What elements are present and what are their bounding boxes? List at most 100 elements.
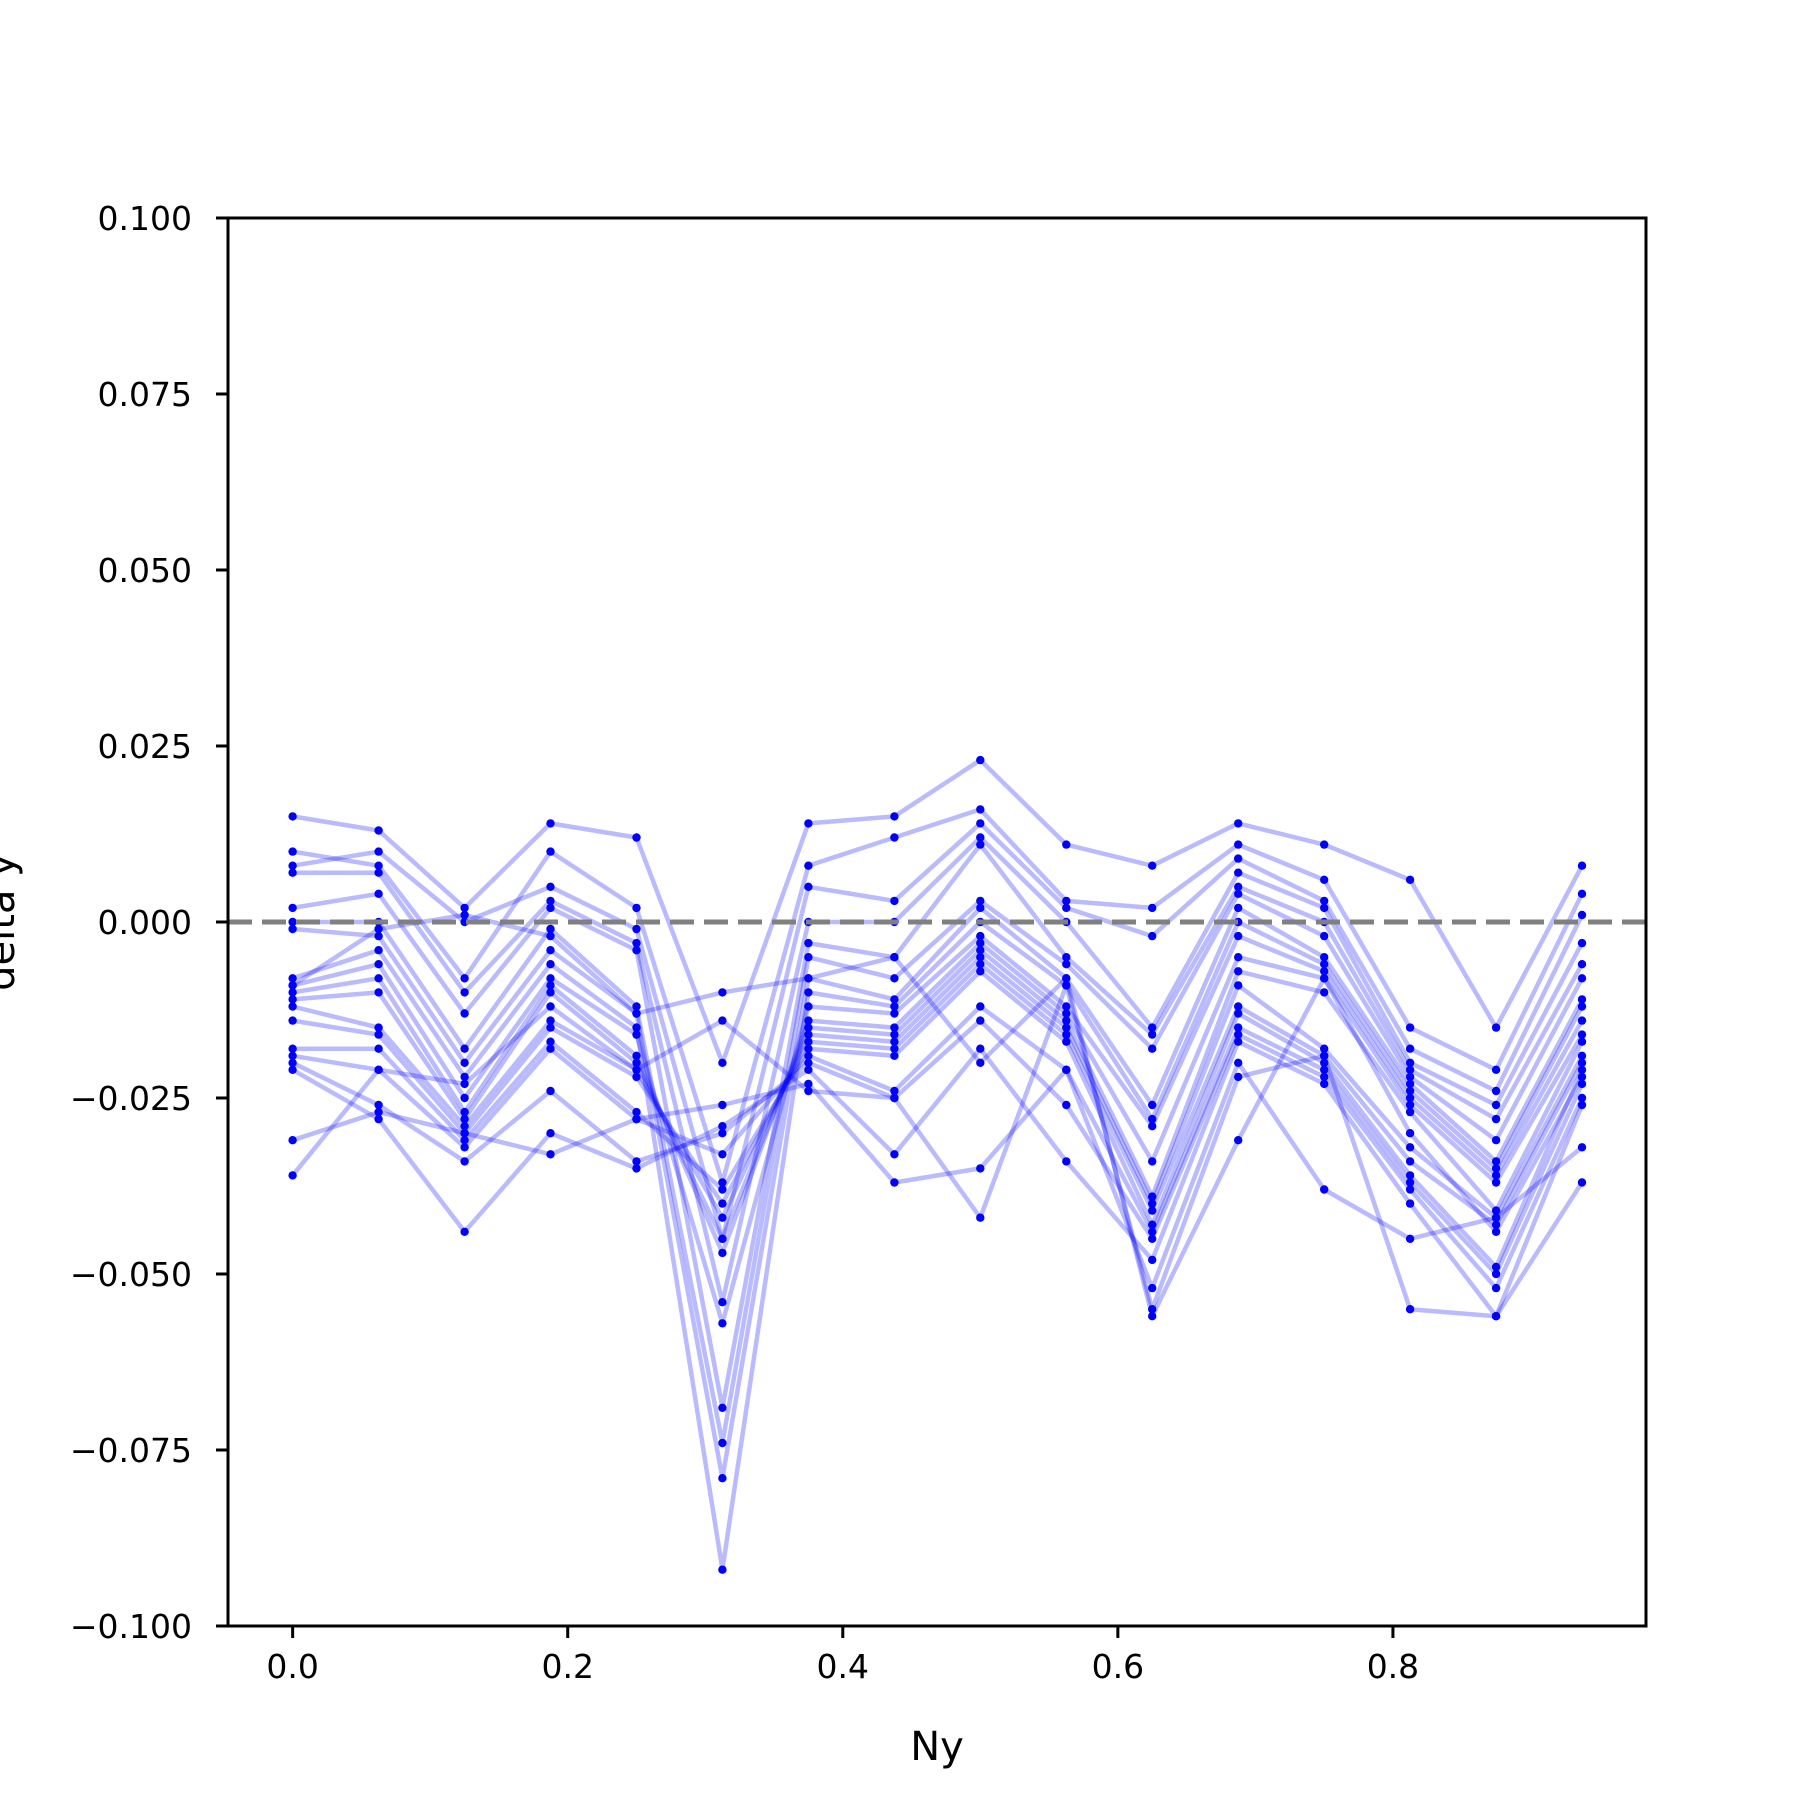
data-point bbox=[1234, 931, 1243, 941]
data-point bbox=[288, 1136, 297, 1145]
data-point bbox=[718, 1234, 727, 1244]
data-point bbox=[718, 1298, 727, 1307]
data-point bbox=[546, 1023, 555, 1032]
data-point bbox=[1405, 1023, 1415, 1032]
data-point bbox=[718, 1100, 727, 1110]
data-point bbox=[1320, 974, 1329, 983]
series-line bbox=[291, 1039, 1585, 1319]
data-point bbox=[1405, 1171, 1415, 1180]
data-point bbox=[1320, 1065, 1329, 1075]
data-point bbox=[804, 1037, 813, 1046]
data-point bbox=[460, 910, 469, 920]
data-point bbox=[632, 1030, 641, 1039]
y-tick-label: 0.000 bbox=[98, 903, 192, 942]
data-point bbox=[288, 924, 297, 934]
data-point bbox=[460, 1093, 469, 1103]
data-point bbox=[718, 1058, 727, 1068]
data-point bbox=[718, 988, 727, 997]
data-point bbox=[374, 931, 383, 941]
data-point bbox=[632, 938, 641, 948]
data-point bbox=[1577, 1079, 1587, 1089]
data-point bbox=[460, 1058, 469, 1068]
data-point bbox=[1405, 1086, 1415, 1096]
data-point bbox=[1062, 974, 1071, 983]
data-point bbox=[1577, 889, 1587, 898]
data-point bbox=[804, 1065, 813, 1075]
data-point bbox=[976, 960, 985, 969]
data-point bbox=[1491, 1136, 1501, 1145]
data-point bbox=[1320, 1044, 1329, 1053]
data-point bbox=[1062, 953, 1071, 962]
data-point bbox=[890, 1009, 899, 1018]
data-point bbox=[1062, 896, 1071, 906]
data-point bbox=[1491, 1283, 1501, 1293]
data-point bbox=[546, 1037, 555, 1046]
data-point bbox=[1405, 1185, 1415, 1194]
data-point bbox=[1062, 1016, 1071, 1025]
data-point bbox=[1577, 995, 1587, 1004]
data-point bbox=[718, 1474, 727, 1483]
data-point bbox=[546, 819, 555, 828]
data-point bbox=[374, 826, 383, 835]
data-point bbox=[1148, 1114, 1157, 1124]
series-line bbox=[292, 891, 1584, 1446]
data-point bbox=[1148, 1122, 1157, 1131]
data-point bbox=[288, 1065, 297, 1075]
data-point bbox=[976, 1213, 985, 1222]
x-tick-label: 0.4 bbox=[817, 1647, 869, 1686]
data-point bbox=[1148, 1206, 1157, 1215]
data-point bbox=[288, 847, 297, 856]
data-point bbox=[1062, 1100, 1071, 1110]
data-point bbox=[632, 1157, 641, 1166]
data-point bbox=[890, 1093, 899, 1103]
data-point bbox=[1577, 1072, 1587, 1082]
data-point bbox=[1405, 1058, 1415, 1068]
data-point bbox=[1405, 1044, 1415, 1053]
data-point bbox=[1577, 938, 1587, 948]
data-point bbox=[1405, 1079, 1415, 1089]
data-point bbox=[1491, 1164, 1501, 1173]
data-point bbox=[632, 1065, 641, 1075]
y-tick-label: 0.075 bbox=[98, 375, 192, 414]
data-point bbox=[718, 1213, 727, 1222]
data-point bbox=[1148, 1030, 1157, 1039]
data-point bbox=[1234, 1023, 1243, 1032]
data-point bbox=[1491, 1220, 1501, 1229]
data-point bbox=[632, 903, 641, 913]
data-point bbox=[1491, 1312, 1501, 1321]
data-point bbox=[546, 946, 555, 955]
series-line bbox=[292, 905, 1584, 1481]
data-point bbox=[1491, 1206, 1501, 1215]
data-point bbox=[1234, 1136, 1243, 1145]
data-point bbox=[718, 1248, 727, 1258]
data-point bbox=[1405, 1178, 1415, 1187]
data-point bbox=[804, 938, 813, 948]
data-point bbox=[976, 840, 985, 849]
data-point bbox=[1491, 1269, 1501, 1279]
data-point bbox=[632, 1023, 641, 1032]
data-point bbox=[890, 1051, 899, 1061]
data-point bbox=[288, 1171, 297, 1180]
data-point bbox=[1491, 1171, 1501, 1180]
data-point bbox=[1491, 1213, 1501, 1222]
data-point bbox=[1234, 840, 1243, 849]
data-point bbox=[374, 1023, 383, 1032]
series-line bbox=[291, 1018, 1585, 1291]
series-line bbox=[292, 757, 1584, 1066]
series-line bbox=[290, 983, 1584, 1319]
data-point bbox=[546, 981, 555, 990]
data-point bbox=[288, 812, 297, 821]
data-point bbox=[1062, 1030, 1071, 1039]
data-point bbox=[718, 1016, 727, 1025]
data-point bbox=[1405, 1143, 1415, 1152]
y-tick-label: 0.025 bbox=[98, 727, 192, 766]
data-point bbox=[890, 812, 899, 821]
data-point bbox=[460, 1136, 469, 1145]
data-point bbox=[1577, 1002, 1587, 1011]
data-point bbox=[546, 988, 555, 997]
data-point bbox=[460, 1044, 469, 1053]
data-point bbox=[976, 1002, 985, 1011]
data-point bbox=[460, 988, 469, 997]
data-point bbox=[632, 1164, 641, 1173]
